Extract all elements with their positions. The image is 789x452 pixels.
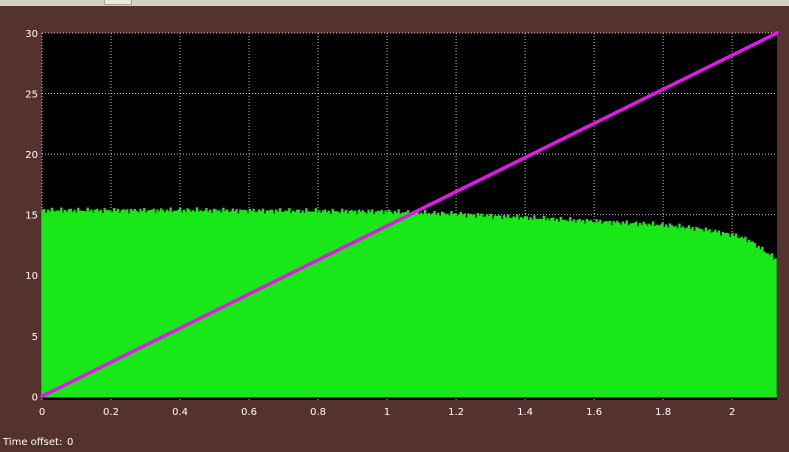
x-tick-label: 1.2 (448, 407, 464, 418)
y-tick-label: 10 (25, 271, 38, 282)
ramp-series-line (40, 31, 779, 399)
x-tick-label: 1 (384, 407, 390, 418)
ramp-layer (40, 31, 779, 399)
y-tick-label: 30 (25, 29, 38, 40)
y-tick-label: 20 (25, 150, 38, 161)
y-tick-label: 15 (25, 211, 38, 222)
pulse-layer (41, 207, 777, 398)
y-tick-label: 25 (25, 90, 38, 101)
x-tick-label: 0.6 (241, 407, 257, 418)
pulse-series-line (41, 207, 777, 398)
status-bar: Time offset: 0 (0, 433, 789, 452)
y-tick-label: 5 (32, 332, 38, 343)
y-tick-label: 0 (32, 392, 38, 403)
x-tick-label: 0.8 (310, 407, 326, 418)
toolbar-tab[interactable] (104, 0, 132, 5)
x-tick-label: 1.4 (517, 407, 533, 418)
x-tick-label: 2 (729, 407, 735, 418)
x-tick-label: 1.6 (586, 407, 602, 418)
x-tick-label: 0.4 (172, 407, 188, 418)
time-offset-label: Time offset: (3, 437, 63, 448)
x-tick-label: 0 (39, 407, 45, 418)
toolbar-strip (0, 0, 789, 6)
x-tick-label: 1.8 (655, 407, 671, 418)
time-offset-value: 0 (67, 437, 74, 448)
x-tick-label: 0.2 (103, 407, 119, 418)
